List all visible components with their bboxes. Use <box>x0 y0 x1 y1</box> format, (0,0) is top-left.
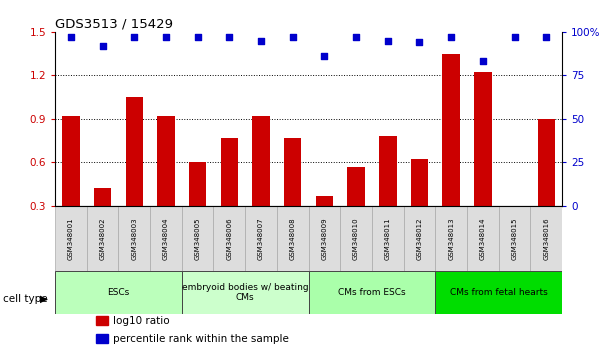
Bar <box>316 195 333 249</box>
Bar <box>55 271 182 314</box>
Point <box>98 43 108 48</box>
Bar <box>379 136 397 249</box>
Point <box>192 34 202 40</box>
Point <box>415 39 425 45</box>
Text: cell type: cell type <box>3 294 48 304</box>
Point <box>320 53 329 59</box>
Bar <box>348 167 365 249</box>
Text: ▶: ▶ <box>40 294 48 304</box>
Text: GSM348010: GSM348010 <box>353 217 359 259</box>
Bar <box>309 271 435 314</box>
Point <box>224 34 234 40</box>
Point <box>478 58 488 64</box>
Bar <box>87 206 119 271</box>
Bar <box>467 206 499 271</box>
Bar <box>182 206 213 271</box>
Bar <box>284 138 301 249</box>
Bar <box>277 206 309 271</box>
Text: GSM348016: GSM348016 <box>543 217 549 259</box>
Bar <box>411 159 428 249</box>
Point <box>161 34 171 40</box>
Bar <box>157 116 175 249</box>
Text: GSM348012: GSM348012 <box>417 217 422 259</box>
Text: GSM348006: GSM348006 <box>226 217 232 259</box>
Point <box>446 34 456 40</box>
Text: embryoid bodies w/ beating
CMs: embryoid bodies w/ beating CMs <box>182 283 309 302</box>
Bar <box>530 206 562 271</box>
Point <box>383 38 393 44</box>
Bar <box>150 206 182 271</box>
Text: GSM348009: GSM348009 <box>321 217 327 259</box>
Bar <box>506 242 523 249</box>
Bar <box>404 206 435 271</box>
Bar <box>182 271 309 314</box>
Point <box>510 34 519 40</box>
Bar <box>213 206 245 271</box>
Point <box>256 38 266 44</box>
Text: GSM348007: GSM348007 <box>258 217 264 259</box>
Text: GSM348004: GSM348004 <box>163 217 169 259</box>
Point <box>130 34 139 40</box>
Text: GSM348003: GSM348003 <box>131 217 137 259</box>
Bar <box>435 206 467 271</box>
Bar <box>94 188 111 249</box>
Bar <box>119 206 150 271</box>
Bar <box>125 97 143 249</box>
Bar <box>62 116 79 249</box>
Bar <box>340 206 372 271</box>
Bar <box>221 138 238 249</box>
Point <box>66 34 76 40</box>
Bar <box>252 116 269 249</box>
Point <box>351 34 361 40</box>
Point <box>541 34 551 40</box>
Bar <box>538 119 555 249</box>
Text: GSM348013: GSM348013 <box>448 217 454 259</box>
Text: GSM348015: GSM348015 <box>511 217 518 259</box>
Bar <box>309 206 340 271</box>
Text: GSM348014: GSM348014 <box>480 217 486 259</box>
Text: log10 ratio: log10 ratio <box>113 316 170 326</box>
Bar <box>474 73 492 249</box>
Text: GSM348005: GSM348005 <box>195 217 200 259</box>
Text: GSM348001: GSM348001 <box>68 217 74 259</box>
Bar <box>245 206 277 271</box>
Text: GSM348011: GSM348011 <box>385 217 391 259</box>
Text: ESCs: ESCs <box>108 288 130 297</box>
Bar <box>55 206 87 271</box>
Text: GDS3513 / 15429: GDS3513 / 15429 <box>55 18 173 31</box>
Text: GSM348002: GSM348002 <box>100 217 106 259</box>
Bar <box>442 53 460 249</box>
Bar <box>372 206 404 271</box>
Bar <box>435 271 562 314</box>
Text: CMs from fetal hearts: CMs from fetal hearts <box>450 288 547 297</box>
Bar <box>95 334 108 343</box>
Bar <box>95 316 108 325</box>
Text: CMs from ESCs: CMs from ESCs <box>338 288 406 297</box>
Bar <box>189 162 207 249</box>
Point <box>288 34 298 40</box>
Text: GSM348008: GSM348008 <box>290 217 296 259</box>
Text: percentile rank within the sample: percentile rank within the sample <box>113 335 289 344</box>
Bar <box>499 206 530 271</box>
